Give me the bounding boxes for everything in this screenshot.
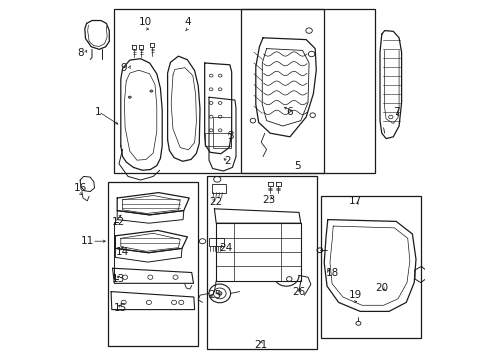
Ellipse shape bbox=[128, 96, 131, 98]
Text: 8: 8 bbox=[77, 48, 83, 58]
Text: 4: 4 bbox=[184, 17, 191, 27]
Text: 26: 26 bbox=[293, 287, 306, 297]
Text: 13: 13 bbox=[112, 274, 125, 284]
Text: 21: 21 bbox=[255, 340, 268, 350]
Ellipse shape bbox=[218, 292, 222, 295]
Bar bbox=[209, 238, 224, 246]
Text: 24: 24 bbox=[220, 243, 233, 253]
Text: 23: 23 bbox=[262, 195, 275, 205]
Text: 7: 7 bbox=[393, 107, 399, 117]
Bar bbox=[207, 176, 317, 349]
Text: 9: 9 bbox=[121, 63, 127, 73]
Bar bbox=[320, 196, 421, 338]
Text: 25: 25 bbox=[208, 290, 221, 300]
Bar bbox=[108, 182, 198, 346]
Text: 6: 6 bbox=[287, 107, 294, 117]
Text: 5: 5 bbox=[294, 161, 300, 171]
Text: 20: 20 bbox=[375, 283, 389, 293]
Text: 18: 18 bbox=[325, 268, 339, 278]
Text: 3: 3 bbox=[227, 131, 234, 141]
Bar bbox=[213, 117, 231, 148]
Bar bbox=[114, 9, 324, 173]
Bar bbox=[205, 133, 231, 146]
Text: 11: 11 bbox=[81, 236, 94, 246]
Text: 16: 16 bbox=[74, 183, 87, 193]
Text: 19: 19 bbox=[349, 290, 363, 300]
Text: 17: 17 bbox=[349, 196, 363, 206]
Bar bbox=[242, 9, 374, 173]
Text: 10: 10 bbox=[139, 17, 152, 27]
Text: 2: 2 bbox=[224, 156, 231, 166]
Text: 1: 1 bbox=[95, 107, 102, 117]
Text: 22: 22 bbox=[209, 197, 222, 207]
Bar bbox=[212, 184, 225, 193]
Text: 15: 15 bbox=[114, 303, 127, 313]
Text: 12: 12 bbox=[112, 217, 125, 228]
Text: 14: 14 bbox=[116, 247, 129, 257]
Ellipse shape bbox=[150, 90, 153, 92]
